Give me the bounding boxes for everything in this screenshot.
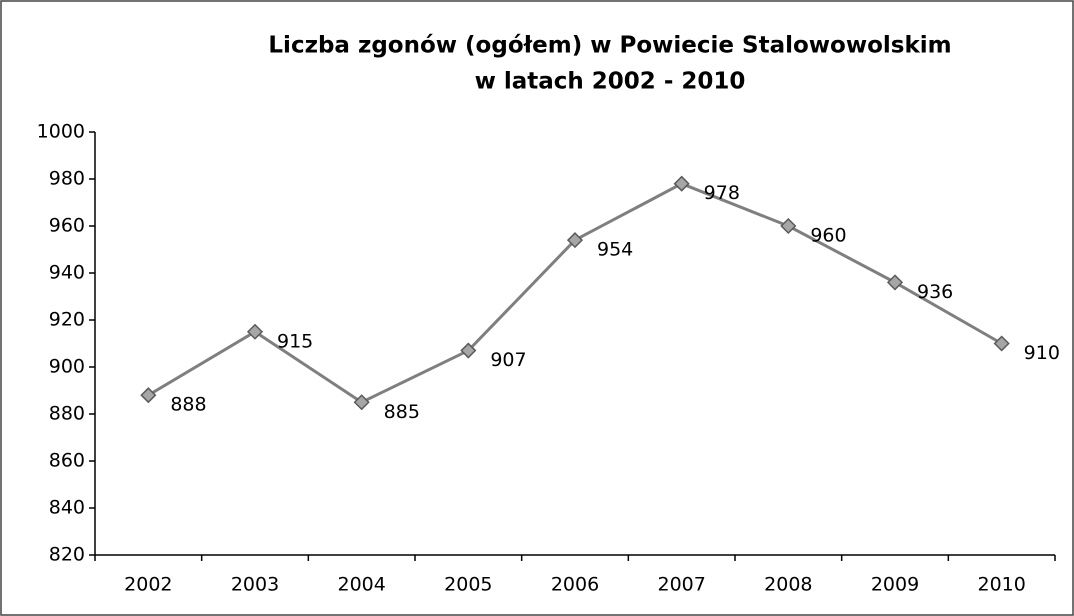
y-tick-label: 900 [49,356,85,378]
x-tick-label: 2009 [871,574,919,596]
data-label: 910 [1024,342,1060,364]
marker [566,232,584,249]
marker [780,217,797,235]
x-tick-label: 2008 [764,574,812,596]
marker [246,323,264,340]
data-label: 888 [170,394,206,416]
x-tick-label: 2003 [231,574,279,596]
y-tick-label: 960 [49,215,85,237]
y-tick-label: 880 [49,403,85,425]
data-label: 936 [917,281,953,303]
data-label: 885 [384,401,420,423]
data-label: 915 [277,330,313,352]
y-tick-label: 820 [49,544,85,566]
marker [993,335,1010,352]
chart-title: w latach 2002 - 2010 [475,69,746,95]
marker [886,274,904,291]
x-tick-label: 2005 [444,574,492,596]
y-tick-label: 1000 [37,121,85,143]
chart-title: Liczba zgonów (ogółem) w Powiecie Stalow… [268,33,951,59]
data-label: 954 [597,239,633,261]
marker [353,394,370,411]
marker [673,175,690,192]
x-tick-label: 2002 [124,574,172,596]
y-tick-label: 840 [49,497,85,519]
y-tick-label: 860 [49,450,85,472]
data-label: 907 [490,349,526,371]
data-label: 978 [704,182,740,204]
x-tick-label: 2010 [977,574,1025,596]
x-tick-label: 2007 [657,574,705,596]
marker [460,342,477,359]
x-tick-label: 2004 [337,574,385,596]
data-label: 960 [810,225,846,247]
y-tick-label: 920 [49,309,85,331]
y-tick-label: 940 [49,262,85,284]
marker [140,387,157,404]
x-tick-label: 2006 [551,574,599,596]
y-tick-label: 980 [49,168,85,190]
